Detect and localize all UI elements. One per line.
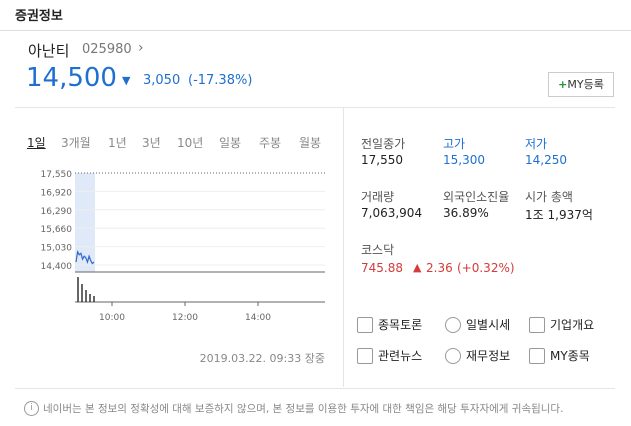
link[interactable]: 기업개요 xyxy=(550,318,595,332)
x-tick-label: 14:00 xyxy=(245,313,271,323)
stock-price: 14,500 xyxy=(26,63,117,93)
divider xyxy=(15,107,615,108)
stat-label: 저가 xyxy=(525,137,548,151)
period-tab[interactable]: 월봉 xyxy=(299,136,322,150)
up-arrow: ▲ xyxy=(413,261,422,274)
link-icon xyxy=(529,348,545,364)
y-tick-label: 16,290 xyxy=(41,207,73,217)
period-tab[interactable]: 10년 xyxy=(177,136,204,150)
index-change-rate: (+0.32%) xyxy=(457,261,515,275)
y-tick-label: 17,550 xyxy=(41,170,73,180)
divider xyxy=(15,388,615,389)
widget-title: 증권정보 xyxy=(15,9,63,24)
down-arrow: ▼ xyxy=(122,74,131,87)
stat-value: 1조 1,937억 xyxy=(525,208,593,222)
stat-label: 거래량 xyxy=(361,190,395,204)
link-icon xyxy=(445,317,461,333)
stock-name[interactable]: 아난티 xyxy=(28,42,70,60)
timestamp: 2019.03.22. 09:33 장중 xyxy=(199,352,325,365)
price-line xyxy=(75,250,95,265)
stat-value: 17,550 xyxy=(361,153,403,167)
my-register-button[interactable]: +MY등록 xyxy=(548,72,614,97)
session-shade xyxy=(75,173,95,272)
index-value: 745.88 xyxy=(361,261,403,275)
vertical-divider xyxy=(343,107,344,387)
link[interactable]: 일별시세 xyxy=(466,318,511,332)
stat-value: 15,300 xyxy=(443,153,485,167)
stock-code[interactable]: 025980 xyxy=(82,42,132,57)
stat-label: 시가 총액 xyxy=(525,190,573,204)
link[interactable]: 종목토론 xyxy=(378,318,423,332)
stat-label: 전일종가 xyxy=(361,137,406,151)
period-tab[interactable]: 일봉 xyxy=(219,136,242,150)
stat-value: 14,250 xyxy=(525,153,567,167)
intraday-chart: 14,400 15,030 15,660 16,290 16,920 17,550 10:0… xyxy=(41,170,325,323)
stat-label: 외국인소진율 xyxy=(443,190,510,204)
link-icon xyxy=(529,317,545,333)
link[interactable]: 재무정보 xyxy=(466,349,511,363)
y-tick-label: 16,920 xyxy=(41,188,73,198)
x-tick-label: 10:00 xyxy=(99,313,125,323)
period-tab[interactable]: 3년 xyxy=(142,136,161,150)
index-change: 2.36 xyxy=(426,261,453,275)
link-icon xyxy=(445,348,461,364)
price-change-rate: (-17.38%) xyxy=(188,73,253,88)
y-tick-label: 15,660 xyxy=(41,225,73,235)
stat-label: 고가 xyxy=(443,137,466,151)
period-tab[interactable]: 주봉 xyxy=(259,136,282,150)
price-change: 3,050 xyxy=(143,73,181,88)
volume-bars xyxy=(77,277,95,302)
period-tab[interactable]: 3개월 xyxy=(61,136,91,150)
y-tick-label: 14,400 xyxy=(41,262,73,272)
link-icon xyxy=(357,348,373,364)
index-name: 코스닥 xyxy=(361,243,395,257)
period-tab[interactable]: 1년 xyxy=(108,136,127,150)
stat-value: 36.89% xyxy=(443,206,489,220)
notice: 네이버는 본 정보의 정확성에 대해 보증하지 않으며, 본 정보를 이용한 투… xyxy=(43,403,564,415)
period-tab[interactable]: 1일 xyxy=(27,136,46,150)
my-register-label: MY등록 xyxy=(567,78,604,91)
divider xyxy=(0,30,631,31)
link[interactable]: MY종목 xyxy=(550,349,590,363)
link[interactable]: 관련뉴스 xyxy=(378,349,423,363)
info-icon: i xyxy=(24,401,39,416)
stat-value: 7,063,904 xyxy=(361,206,423,220)
chevron: › xyxy=(138,40,144,56)
y-tick-label: 15,030 xyxy=(41,244,73,254)
link-icon xyxy=(357,317,373,333)
x-tick-label: 12:00 xyxy=(172,313,198,323)
